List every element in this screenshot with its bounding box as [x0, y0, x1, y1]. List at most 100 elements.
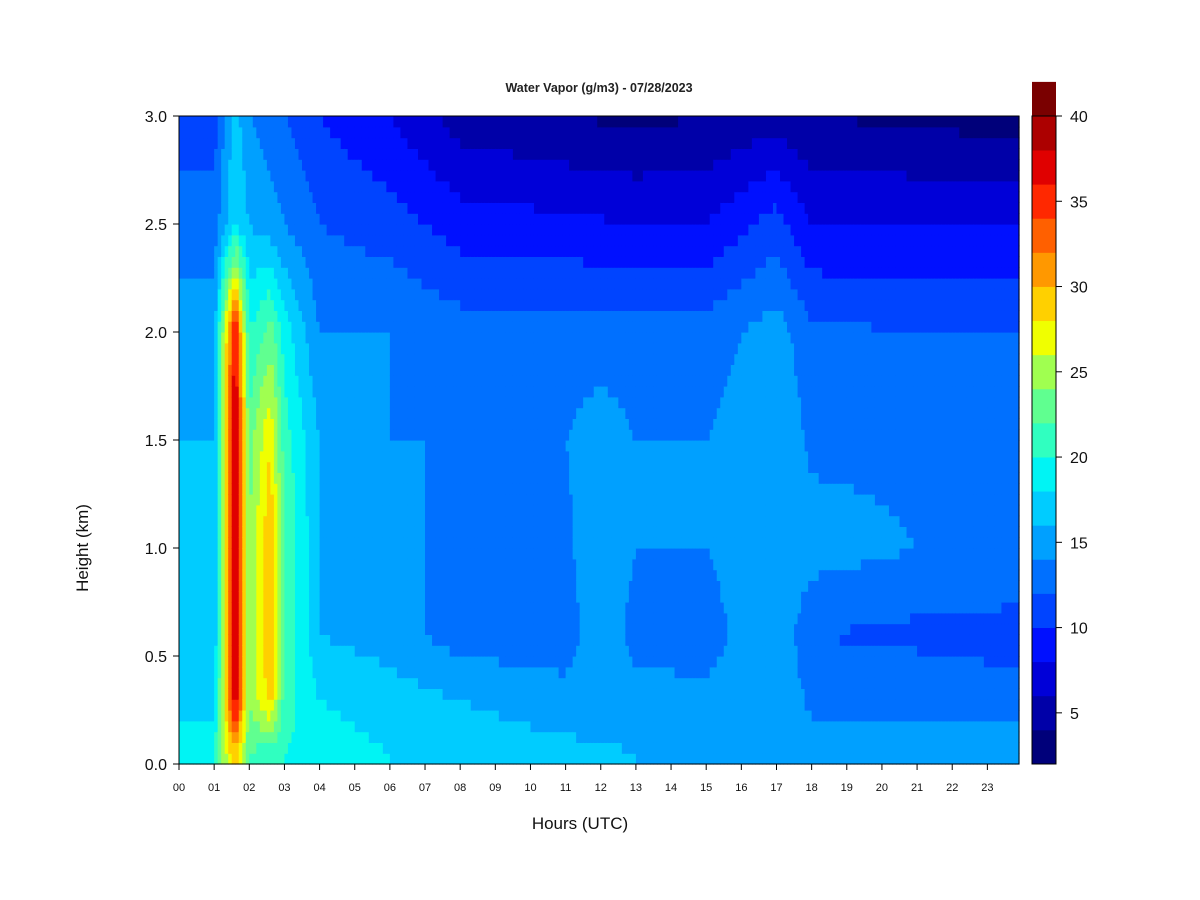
heatmap-cell	[418, 386, 423, 398]
heatmap-cell	[316, 504, 321, 517]
heatmap-cell	[316, 461, 321, 473]
heatmap-cell	[432, 494, 437, 506]
heatmap-cell	[379, 321, 384, 333]
heatmap-cell	[375, 256, 380, 268]
heatmap-cell	[340, 288, 345, 301]
heatmap-cell	[410, 537, 416, 549]
heatmap-cell	[231, 504, 236, 517]
heatmap-cell	[238, 472, 243, 484]
heatmap-cell	[323, 386, 328, 398]
heatmap-cell	[432, 137, 437, 149]
heatmap-cell	[319, 375, 324, 387]
heatmap-cell	[354, 515, 359, 527]
heatmap-cell	[235, 353, 240, 365]
heatmap-cell	[312, 612, 317, 625]
heatmap-cell	[207, 602, 212, 614]
heatmap-cell	[330, 245, 335, 257]
heatmap-cell	[214, 483, 219, 495]
heatmap-cell	[323, 396, 328, 409]
heatmap-cell	[235, 742, 240, 754]
heatmap-cell	[421, 537, 426, 549]
heatmap-cell	[386, 666, 391, 679]
heatmap-cell	[333, 353, 338, 365]
heatmap-cell	[256, 494, 261, 506]
heatmap-cell	[284, 256, 289, 268]
heatmap-cell	[435, 731, 440, 743]
heatmap-cell	[333, 429, 338, 441]
heatmap-cell	[428, 245, 433, 257]
heatmap-cell	[386, 688, 391, 700]
heatmap-cell	[224, 720, 229, 733]
heatmap-cell	[319, 548, 324, 560]
heatmap-cell	[396, 548, 402, 560]
heatmap-cell	[418, 375, 423, 387]
heatmap-cell	[439, 364, 444, 376]
heatmap-cell	[238, 720, 243, 733]
heatmap-cell	[214, 645, 219, 657]
heatmap-cell	[418, 407, 423, 419]
heatmap-cell	[410, 180, 416, 193]
heatmap-cell	[242, 299, 247, 311]
heatmap-cell	[393, 170, 398, 182]
heatmap-cell	[186, 353, 191, 365]
heatmap-cell	[287, 623, 293, 635]
heatmap-cell	[372, 710, 377, 722]
heatmap-cell	[252, 569, 257, 581]
heatmap-cell	[407, 267, 412, 279]
heatmap-cell	[337, 396, 342, 409]
heatmap-cell	[330, 159, 335, 171]
heatmap-cell	[428, 191, 433, 203]
heatmap-cell	[182, 526, 187, 538]
heatmap-cell	[386, 623, 391, 635]
heatmap-cell	[453, 580, 458, 592]
heatmap-cell	[228, 591, 233, 603]
heatmap-cell	[305, 558, 310, 571]
heatmap-cell	[400, 645, 405, 657]
heatmap-cell	[446, 677, 451, 689]
heatmap-cell	[291, 418, 296, 430]
heatmap-cell	[266, 170, 271, 182]
heatmap-cell	[242, 170, 247, 182]
heatmap-cell	[368, 494, 373, 506]
heatmap-cell	[270, 483, 275, 495]
heatmap-cell	[407, 742, 412, 754]
heatmap-cell	[323, 526, 328, 538]
heatmap-cell	[365, 288, 370, 301]
heatmap-cell	[252, 634, 257, 646]
heatmap-cell	[182, 386, 187, 398]
heatmap-cell	[449, 720, 454, 733]
heatmap-cell	[344, 148, 349, 160]
heatmap-cell	[319, 612, 324, 625]
heatmap-cell	[439, 494, 444, 506]
heatmap-cell	[210, 666, 215, 679]
heatmap-cell	[210, 483, 215, 495]
heatmap-cell	[179, 375, 184, 387]
heatmap-cell	[326, 202, 331, 214]
heatmap-cell	[351, 310, 356, 322]
heatmap-cell	[221, 202, 226, 214]
heatmap-cell	[344, 515, 349, 527]
heatmap-cell	[189, 180, 194, 193]
heatmap-cell	[347, 332, 352, 344]
heatmap-cell	[446, 418, 451, 430]
heatmap-cell	[347, 256, 352, 268]
heatmap-cell	[414, 699, 419, 711]
heatmap-cell	[403, 353, 409, 365]
heatmap-cell	[249, 580, 254, 592]
heatmap-cell	[214, 731, 219, 743]
heatmap-cell	[351, 450, 356, 463]
heatmap-cell	[368, 731, 373, 743]
heatmap-cell	[316, 267, 321, 279]
heatmap-cell	[214, 396, 219, 409]
heatmap-cell	[410, 623, 416, 635]
heatmap-cell	[347, 450, 352, 463]
heatmap-cell	[400, 494, 405, 506]
heatmap-cell	[446, 234, 451, 247]
heatmap-cell	[235, 213, 240, 225]
heatmap-cell	[382, 731, 387, 743]
heatmap-cell	[203, 342, 208, 355]
heatmap-cell	[372, 515, 377, 527]
heatmap-cell	[460, 170, 465, 182]
heatmap-cell	[396, 234, 402, 247]
heatmap-cell	[200, 699, 205, 711]
